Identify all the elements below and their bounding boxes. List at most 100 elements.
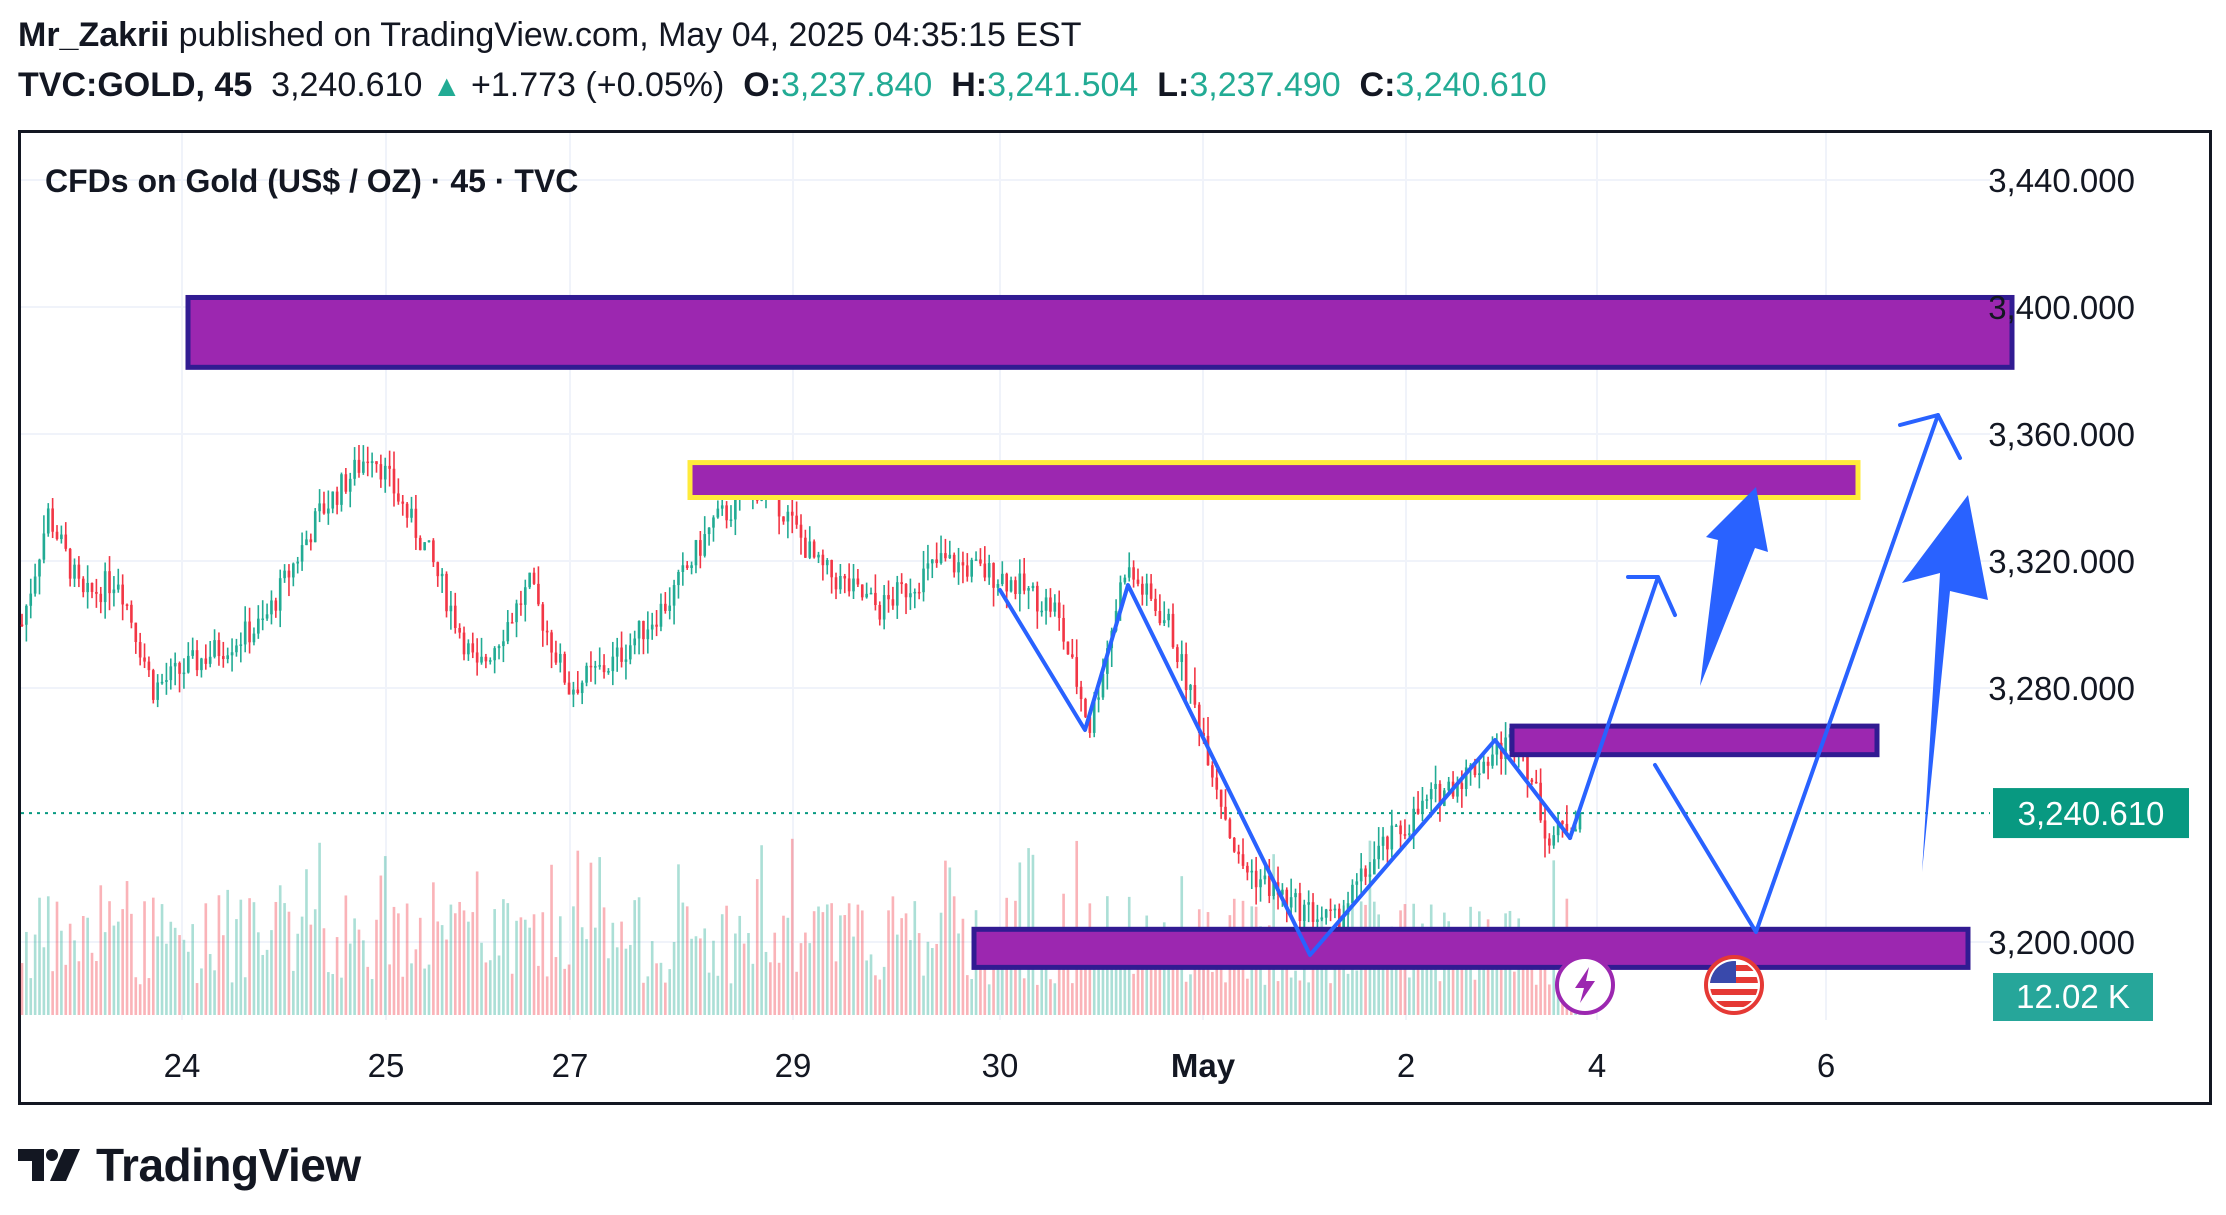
candle: [1001, 573, 1004, 585]
supply-zone-top[interactable]: [185, 294, 2015, 370]
candle: [217, 640, 221, 657]
candle: [370, 461, 374, 464]
chart-frame[interactable]: [18, 130, 2212, 1105]
candle: [252, 633, 256, 643]
candle: [537, 583, 540, 605]
us-flag-icon[interactable]: [1704, 955, 1764, 1015]
volume-bar: [716, 975, 720, 1015]
candle: [668, 605, 672, 611]
volume-bar: [1530, 966, 1534, 1015]
candle: [1119, 582, 1122, 611]
volume-bar: [856, 904, 860, 1015]
candle: [1289, 897, 1293, 908]
volume-bar: [270, 930, 273, 1015]
candle: [1381, 836, 1385, 846]
x-tick-label: 4: [1588, 1047, 1606, 1084]
volume-bar: [563, 968, 566, 1015]
volume-bar: [90, 952, 94, 1015]
author-name[interactable]: Mr_Zakrii: [18, 16, 170, 54]
volume-bar: [615, 947, 619, 1015]
candle: [388, 465, 391, 469]
volume-bar: [121, 909, 124, 1015]
drawn-pattern-line[interactable]: [998, 583, 1572, 957]
candle: [699, 540, 702, 556]
candle: [1127, 567, 1131, 578]
volume-bar: [116, 921, 120, 1015]
volume-bar: [313, 909, 317, 1015]
scenario-a-arrowhead[interactable]: [1626, 575, 1677, 617]
volume-bar: [1219, 964, 1223, 1015]
candle: [423, 542, 426, 551]
volume-bar: [1548, 984, 1551, 1015]
candle: [1526, 751, 1529, 780]
volume-bar: [1066, 946, 1070, 1015]
volume-bar: [283, 903, 286, 1015]
candle: [462, 632, 466, 655]
bold-arrow-large[interactable]: [1902, 495, 1988, 872]
candle: [720, 505, 724, 509]
scenario-b-path[interactable]: [1653, 413, 1940, 934]
volume-bar: [1513, 971, 1516, 1015]
volume-bar: [904, 913, 908, 1015]
y-tick-label: 3,360.000: [1988, 416, 2135, 453]
volume-bar: [29, 978, 33, 1015]
lightning-icon[interactable]: [1555, 955, 1615, 1015]
volume-bar: [1049, 979, 1052, 1015]
volume-bar: [327, 972, 330, 1015]
candle: [186, 655, 190, 673]
volume-bar: [629, 944, 632, 1015]
candle: [1079, 686, 1083, 700]
candle: [1495, 742, 1499, 755]
candle: [629, 645, 632, 660]
volume-bar: [703, 928, 707, 1015]
candle: [515, 603, 518, 623]
demand-zone-bottom[interactable]: [971, 926, 1971, 970]
candle: [90, 582, 94, 592]
volume-bar: [1119, 934, 1122, 1015]
candle: [1049, 597, 1052, 612]
candle: [151, 670, 155, 700]
candle: [567, 682, 571, 695]
volume-bar: [1416, 929, 1420, 1015]
volume-bar: [392, 906, 396, 1015]
volume-bar: [1346, 973, 1350, 1015]
volume-bar: [970, 979, 973, 1015]
candle: [681, 565, 685, 572]
resistance-zone-highlighted[interactable]: [687, 460, 1861, 501]
candle: [116, 584, 120, 590]
candle: [808, 541, 812, 558]
candle: [734, 495, 737, 520]
bold-arrow-small[interactable]: [1700, 487, 1768, 686]
symbol-label[interactable]: TVC:GOLD, 45: [18, 66, 253, 104]
scenario-a-path[interactable]: [1568, 575, 1660, 840]
mid-zone[interactable]: [1509, 723, 1880, 758]
volume-bar: [655, 963, 658, 1015]
candle: [1281, 889, 1284, 895]
volume-bar: [869, 954, 873, 1015]
volume-bar: [1438, 981, 1442, 1015]
candle: [847, 578, 851, 592]
candle: [865, 593, 868, 598]
volume-bar: [681, 902, 685, 1015]
up-arrow-icon: ▲: [431, 70, 462, 103]
low-value: 3,237.490: [1189, 66, 1341, 104]
candle: [1022, 573, 1026, 591]
volume-bar: [309, 924, 313, 1015]
candle: [502, 641, 505, 647]
scenario-b-arrowhead[interactable]: [1898, 413, 1962, 460]
candle: [25, 605, 28, 625]
candle: [952, 554, 956, 573]
volume-bar: [1473, 979, 1477, 1015]
volume-bar: [344, 895, 348, 1015]
volume-bar: [458, 901, 461, 1015]
candle: [1154, 598, 1157, 612]
candle: [1412, 808, 1416, 834]
candle: [580, 682, 584, 694]
volume-bar: [467, 921, 470, 1015]
tradingview-brand[interactable]: TradingView: [96, 1139, 361, 1191]
volume-bar: [764, 951, 768, 1015]
volume-bar: [747, 933, 750, 1015]
candle: [1171, 613, 1175, 648]
candle: [786, 511, 790, 522]
